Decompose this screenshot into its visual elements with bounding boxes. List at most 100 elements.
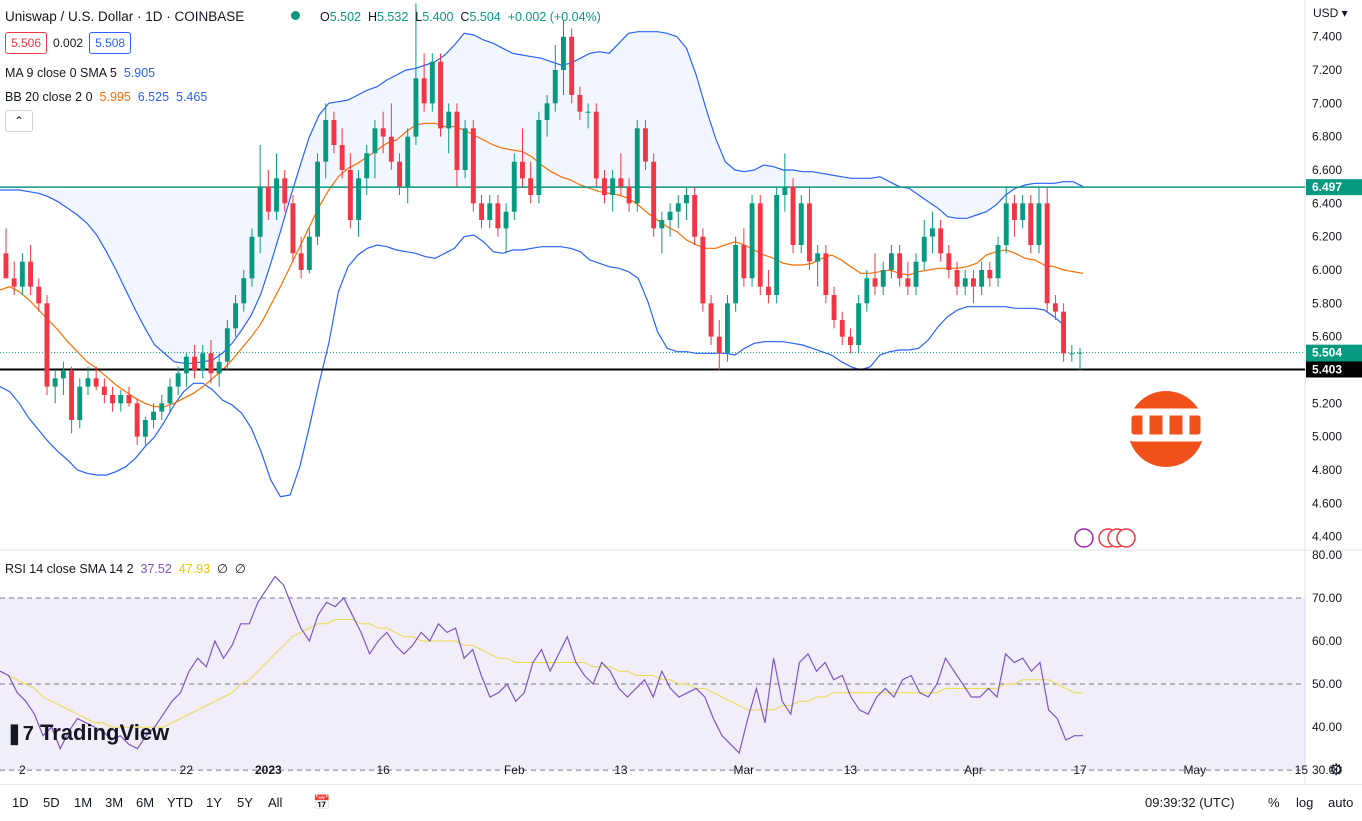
timeframe-button[interactable]: 3M [105, 795, 124, 810]
candle-body [815, 253, 821, 262]
percent-toggle[interactable]: % [1268, 795, 1280, 810]
candle-body [872, 278, 878, 287]
candle-body [716, 336, 722, 354]
candle-body [495, 203, 501, 229]
candle-body [274, 178, 279, 212]
rsi-line [0, 575, 1083, 755]
ma-legend[interactable]: MA 9 close 0 SMA 5 5.905 [5, 66, 156, 80]
candle-body [11, 278, 17, 287]
candle-body [520, 161, 525, 179]
timeframe-button[interactable]: 1D [12, 795, 29, 810]
candle-body [397, 161, 402, 187]
candle-body [930, 228, 935, 237]
candle-body [962, 278, 968, 287]
candle-body [503, 211, 509, 229]
price-tick: 7.200 [1312, 63, 1342, 77]
candle-body [380, 128, 386, 137]
spread-value: 0.002 [53, 36, 84, 50]
candle-body [413, 78, 419, 137]
rsi-tick: 60.00 [1312, 634, 1342, 648]
candle-body [290, 203, 296, 254]
price-label-box [1306, 179, 1362, 196]
candle-body [1028, 203, 1034, 245]
timeframe-button[interactable]: 1M [74, 795, 93, 810]
candle-body [946, 253, 952, 270]
utc-clock[interactable]: 09:39:32 (UTC) [1145, 795, 1235, 810]
candle-body [757, 203, 763, 287]
candle-body [192, 356, 197, 370]
currency-selector[interactable]: USD ▾ [1313, 6, 1348, 20]
price-tick: 6.200 [1312, 230, 1342, 244]
candle-body [257, 186, 263, 237]
candle-body [880, 270, 886, 287]
candle-body [725, 303, 730, 354]
timeframe-button[interactable]: 5Y [237, 795, 253, 810]
auto-toggle[interactable]: auto [1328, 795, 1354, 810]
candle-body [339, 145, 345, 170]
candle-body [1003, 203, 1009, 245]
calendar-icon[interactable]: 📅 [313, 794, 331, 810]
price-label: 6.497 [1312, 180, 1342, 194]
time-tick: May [1183, 763, 1206, 777]
candle-body [36, 286, 42, 304]
candle-body [306, 236, 312, 270]
candle-body [101, 386, 107, 395]
candle-body [831, 295, 837, 320]
price-label: 5.403 [1312, 363, 1342, 377]
candle-body [1052, 303, 1058, 312]
symbol-title[interactable]: Uniswap / U.S. Dollar · 1D · COINBASE [5, 9, 245, 24]
candle-body [790, 186, 796, 245]
time-tick: 13 [614, 763, 628, 777]
price-tick: 4.600 [1312, 496, 1342, 510]
timeframe-button[interactable]: 1Y [206, 795, 222, 810]
candle-body [151, 411, 156, 420]
rsi-tick: 80.00 [1312, 548, 1342, 562]
market-status-dot [291, 11, 300, 20]
price-tick: 5.800 [1312, 296, 1342, 310]
candle-body [610, 178, 616, 195]
candle-body [159, 403, 165, 412]
candle-body [421, 78, 427, 104]
candle-body [388, 136, 394, 162]
timeframe-button[interactable]: YTD [167, 795, 193, 810]
candle-body [1044, 203, 1050, 304]
candle-body [110, 395, 115, 404]
candle-body [1020, 203, 1026, 220]
timeframe-button[interactable]: 5D [43, 795, 60, 810]
candle-body [618, 178, 624, 187]
candle-body [183, 356, 189, 374]
price-chart[interactable]: 7.400 7.200 7.000 6.800 6.600 6.400 6.200 6.000… [0, 0, 1362, 784]
candle-body [528, 178, 534, 195]
candle-body [93, 378, 99, 387]
exchange-logo-icon [1124, 391, 1208, 467]
candle-body [864, 278, 870, 304]
time-tick: 17 [1073, 763, 1087, 777]
candle-body [438, 61, 443, 129]
timeframe-button[interactable]: 6M [136, 795, 155, 810]
log-toggle[interactable]: log [1296, 795, 1314, 810]
rsi-legend[interactable]: RSI 14 close SMA 14 2 37.52 47.93 ∅ ∅ [5, 562, 246, 576]
rsi-tick: 70.00 [1312, 591, 1342, 605]
bb-legend[interactable]: BB 20 close 2 0 5.995 6.525 5.465 [5, 90, 208, 104]
bid-price[interactable]: 5.506 [5, 32, 48, 54]
candle-body [462, 128, 468, 170]
time-tick: 2023 [255, 763, 282, 777]
chevron-up-icon[interactable]: ⌃ [5, 110, 33, 132]
price-tick: 6.000 [1312, 263, 1342, 277]
candle-body [889, 253, 894, 270]
time-tick: Feb [504, 763, 525, 777]
candle-body [356, 178, 361, 220]
timeframe-button[interactable]: All [268, 795, 283, 810]
candle-body [675, 203, 681, 212]
time-tick: 15 [1295, 763, 1309, 777]
ask-price[interactable]: 5.508 [89, 32, 132, 54]
candle-body [470, 128, 476, 204]
candle-body [77, 386, 83, 420]
rsi-sma-line [0, 619, 1083, 728]
candle-body [766, 286, 771, 295]
candle-body [659, 220, 665, 229]
candle-body [167, 386, 173, 404]
candle-body [200, 353, 206, 370]
candle-body [692, 195, 698, 237]
candle-body [69, 370, 74, 420]
